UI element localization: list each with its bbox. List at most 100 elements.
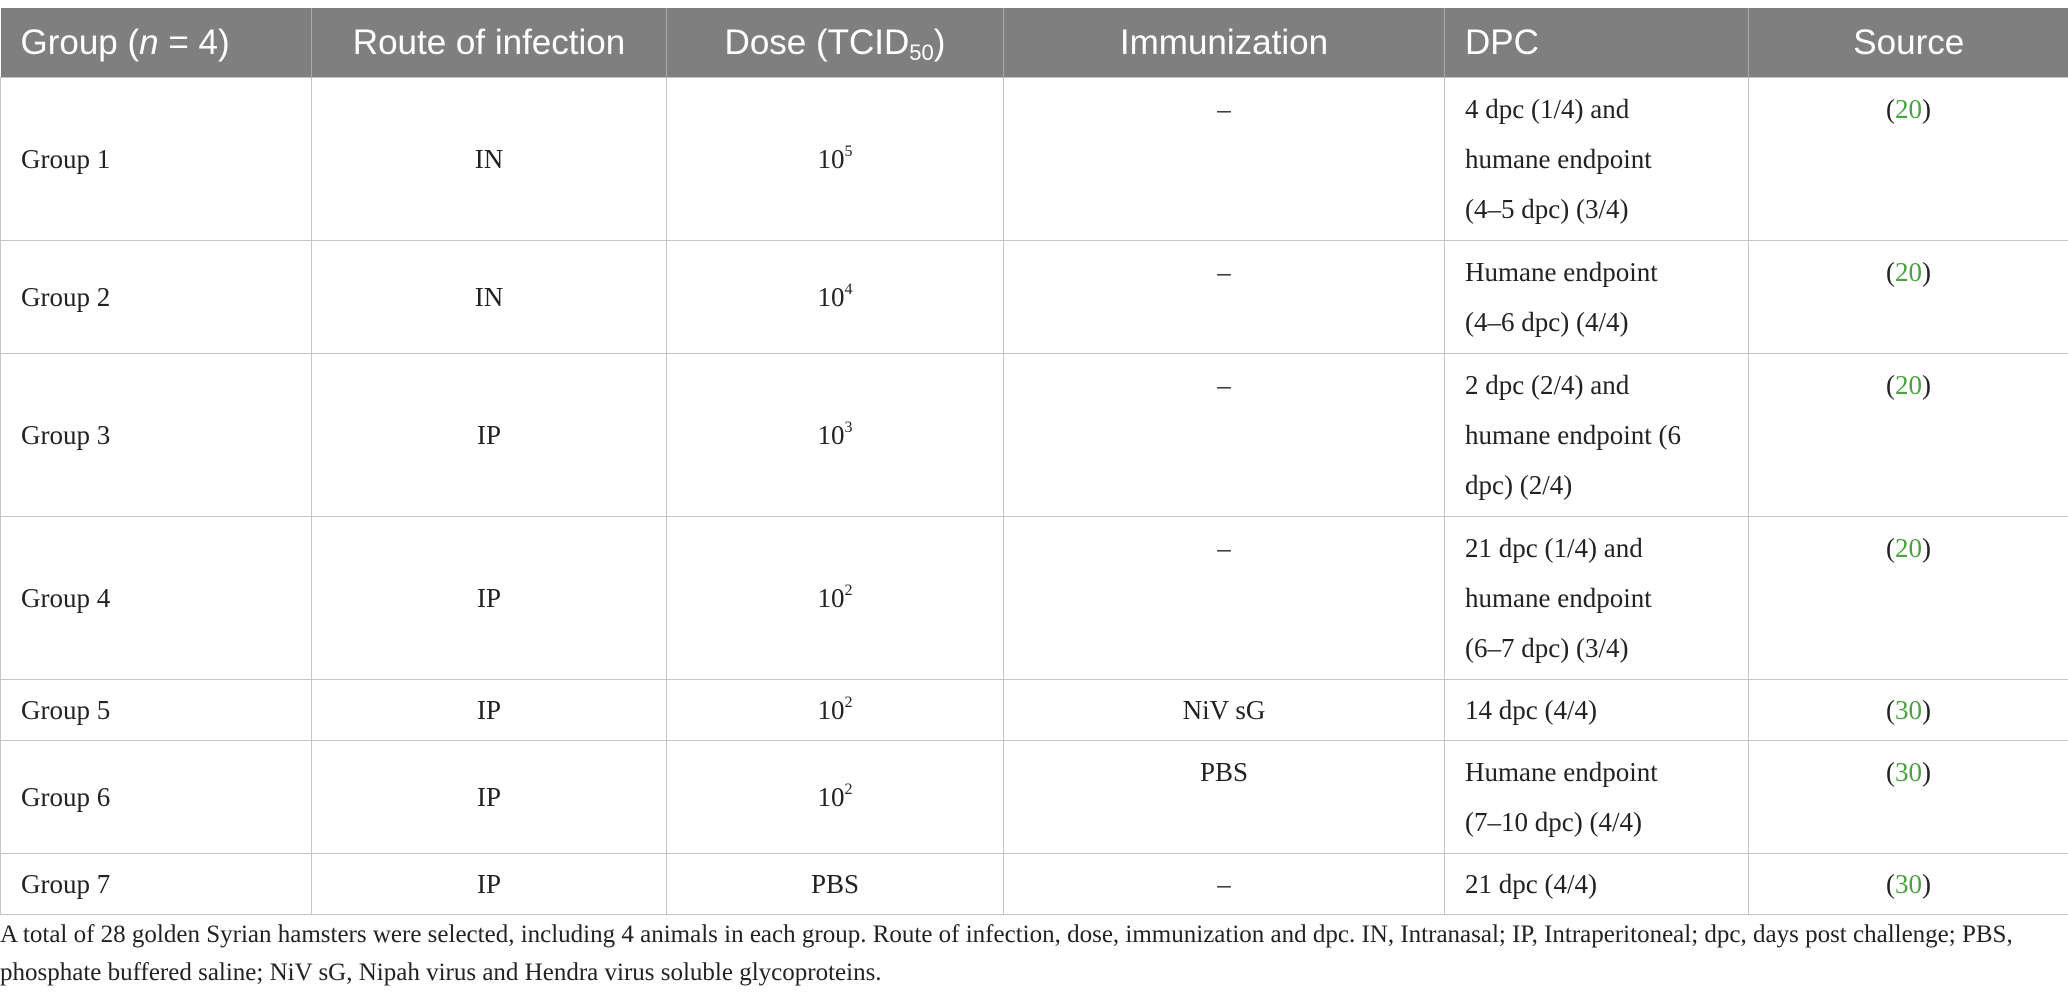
dose-exponent: 4 <box>844 281 853 298</box>
header-dpc: DPC <box>1444 8 1749 78</box>
group-cell: Group 6 <box>0 740 312 854</box>
dose-base: 10 <box>817 144 845 174</box>
source-reference-link[interactable]: 30 <box>1895 695 1922 725</box>
source-close-paren: ) <box>1922 257 1931 287</box>
source-close-paren: ) <box>1922 757 1931 787</box>
source-open-paren: ( <box>1886 695 1895 725</box>
route-cell: IN <box>311 240 667 354</box>
source-open-paren: ( <box>1886 533 1895 563</box>
dpc-cell: 14 dpc (4/4) <box>1444 679 1749 741</box>
header-route: Route of infection <box>311 8 667 78</box>
source-cell: (20) <box>1748 353 2068 517</box>
dose-cell: 104 <box>666 240 1004 354</box>
dpc-line: 21 dpc (4/4) <box>1465 869 1597 899</box>
source-close-paren: ) <box>1922 533 1931 563</box>
route-cell: IP <box>311 516 667 680</box>
immunization-cell: – <box>1003 353 1445 517</box>
dose-base: 10 <box>817 420 845 450</box>
immunization-cell: – <box>1003 516 1445 680</box>
dose-base: 10 <box>817 782 845 812</box>
dpc-cell: Humane endpoint (7–10 dpc) (4/4) <box>1444 740 1749 854</box>
table-row: Group 6 IP 102 PBS Humane endpoint (7–10 dpc)… <box>0 740 2068 854</box>
source-reference-link[interactable]: 30 <box>1895 757 1922 787</box>
dpc-line: 14 dpc (4/4) <box>1465 695 1597 725</box>
source-cell: (20) <box>1748 77 2068 241</box>
dpc-line: 4 dpc (1/4) and <box>1465 94 1630 124</box>
source-reference-link[interactable]: 20 <box>1895 257 1922 287</box>
dpc-cell: 21 dpc (4/4) <box>1444 853 1749 915</box>
source-open-paren: ( <box>1886 257 1895 287</box>
dpc-line: humane endpoint <box>1465 144 1652 174</box>
table-header: Group (n = 4) Route of infection Dose (T… <box>0 8 2068 78</box>
table-row: Group 5 IP 102 NiV sG 14 dpc (4/4) (30) <box>0 679 2068 741</box>
group-cell: Group 7 <box>0 853 312 915</box>
header-immunization: Immunization <box>1003 8 1445 78</box>
dpc-cell: Humane endpoint (4–6 dpc) (4/4) <box>1444 240 1749 354</box>
hamster-groups-table: Group (n = 4) Route of infection Dose (T… <box>0 8 2068 915</box>
source-close-paren: ) <box>1922 94 1931 124</box>
dose-base: 10 <box>817 583 845 613</box>
dpc-line: (7–10 dpc) (4/4) <box>1465 807 1642 837</box>
group-cell: Group 2 <box>0 240 312 354</box>
immunization-cell: PBS <box>1003 740 1445 854</box>
table-body: Group 1 IN 105–4 dpc (1/4) and humane endpo… <box>0 77 2068 915</box>
header-source: Source <box>1748 8 2068 78</box>
dpc-line: humane endpoint (6 <box>1465 420 1681 450</box>
route-cell: IP <box>311 679 667 741</box>
dose-cell: 105 <box>666 77 1004 241</box>
source-close-paren: ) <box>1922 370 1931 400</box>
source-close-paren: ) <box>1922 869 1931 899</box>
dose-exponent: 2 <box>844 694 853 711</box>
source-reference-link[interactable]: 20 <box>1895 533 1922 563</box>
immunization-cell: – <box>1003 853 1445 915</box>
dose-exponent: 2 <box>844 582 853 599</box>
source-reference-link[interactable]: 30 <box>1895 869 1922 899</box>
table-footnote: A total of 28 golden Syrian hamsters wer… <box>0 921 2013 986</box>
table-row: Group 4 IP 102–21 dpc (1/4) and humane endp… <box>0 516 2068 680</box>
header-group: Group (n = 4) <box>0 8 312 78</box>
dose-cell: 102 <box>666 516 1004 680</box>
dpc-line: dpc) (2/4) <box>1465 470 1573 500</box>
dose-cell: 103 <box>666 353 1004 517</box>
group-cell: Group 5 <box>0 679 312 741</box>
source-open-paren: ( <box>1886 94 1895 124</box>
immunization-cell: – <box>1003 240 1445 354</box>
route-cell: IN <box>311 77 667 241</box>
group-cell: Group 1 <box>0 77 312 241</box>
dose-cell: 102 <box>666 679 1004 741</box>
dose-exponent: 3 <box>844 419 853 436</box>
source-open-paren: ( <box>1886 757 1895 787</box>
immunization-cell: – <box>1003 77 1445 241</box>
source-cell: (20) <box>1748 240 2068 354</box>
header-row: Group (n = 4) Route of infection Dose (T… <box>0 8 2068 78</box>
dpc-line: (6–7 dpc) (3/4) <box>1465 633 1629 663</box>
source-cell: (30) <box>1748 679 2068 741</box>
dose-cell: 102 <box>666 740 1004 854</box>
source-open-paren: ( <box>1886 370 1895 400</box>
header-group-n: n <box>139 22 159 62</box>
table-row: Group 1 IN 105–4 dpc (1/4) and humane endpo… <box>0 77 2068 241</box>
immunization-cell: NiV sG <box>1003 679 1445 741</box>
source-reference-link[interactable]: 20 <box>1895 94 1922 124</box>
table-row: Group 3 IP 103–2 dpc (2/4) and humane endpo… <box>0 353 2068 517</box>
source-cell: (30) <box>1748 740 2068 854</box>
dpc-cell: 4 dpc (1/4) and humane endpoint (4–5 dpc) … <box>1444 77 1749 241</box>
data-table-container: Group (n = 4) Route of infection Dose (T… <box>0 8 2068 915</box>
source-reference-link[interactable]: 20 <box>1895 370 1922 400</box>
table-row: Group 7 IP PBS –21 dpc (4/4) (30) <box>0 853 2068 915</box>
dpc-line: 21 dpc (1/4) and <box>1465 533 1643 563</box>
dpc-line: Humane endpoint <box>1465 257 1658 287</box>
dpc-cell: 21 dpc (1/4) and humane endpoint (6–7 dpc)… <box>1444 516 1749 680</box>
dpc-line: Humane endpoint <box>1465 757 1658 787</box>
dpc-line: humane endpoint <box>1465 583 1652 613</box>
dpc-line: (4–6 dpc) (4/4) <box>1465 307 1629 337</box>
dose-base: 10 <box>817 695 845 725</box>
group-cell: Group 4 <box>0 516 312 680</box>
dose-base: PBS <box>810 869 860 899</box>
dose-exponent: 2 <box>844 781 853 798</box>
dose-exponent: 5 <box>844 143 853 160</box>
header-dose: Dose (TCID50) <box>666 8 1004 78</box>
source-close-paren: ) <box>1922 695 1931 725</box>
source-open-paren: ( <box>1886 869 1895 899</box>
dose-cell: PBS <box>666 853 1004 915</box>
